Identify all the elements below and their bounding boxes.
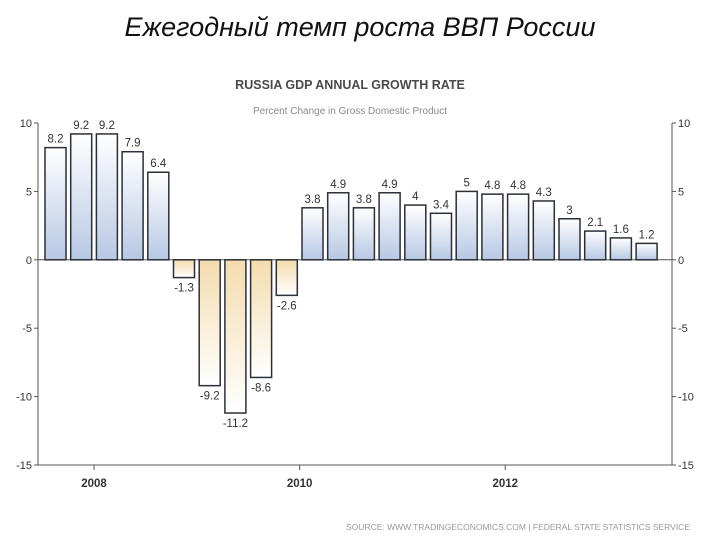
bar-value-label: 6.4 — [150, 158, 167, 170]
bar-value-label: 9.2 — [73, 120, 89, 132]
bar-value-label: 4.8 — [484, 180, 500, 192]
x-tick-label: 2010 — [287, 478, 313, 490]
slide-title: Ежегодный темп роста ВВП России — [124, 12, 596, 42]
bar-value-label: 4.3 — [536, 187, 552, 199]
y-tick-label-right: -5 — [678, 323, 688, 335]
bar — [609, 237, 633, 261]
y-tick-label-right: 5 — [678, 186, 684, 198]
bar-value-label: -2.6 — [277, 300, 297, 312]
y-tick-label-right: -15 — [678, 460, 694, 472]
bar — [224, 259, 247, 414]
bar — [275, 259, 299, 297]
chart-title: RUSSIA GDP ANNUAL GROWTH RATE — [235, 78, 465, 92]
bar-value-label: 4.9 — [382, 179, 398, 191]
y-tick-label-right: 0 — [678, 255, 684, 267]
y-tick-label-right: -10 — [678, 392, 694, 404]
bar-value-label: 4 — [412, 191, 419, 203]
bar — [198, 259, 221, 387]
bar — [378, 192, 401, 261]
bar — [69, 133, 93, 261]
bar — [121, 150, 144, 261]
bar-value-label: 5 — [463, 177, 469, 189]
bar-value-label: 8.2 — [48, 134, 64, 146]
bar — [532, 200, 556, 261]
bar-value-label: 4.9 — [330, 179, 346, 191]
bar — [635, 242, 658, 261]
bar-value-label: 3 — [566, 205, 572, 217]
bar-value-label: 1.2 — [639, 229, 655, 241]
bar — [506, 193, 530, 261]
bar — [326, 192, 350, 261]
bar-value-label: 3.8 — [305, 194, 321, 206]
y-tick-label-left: -15 — [16, 460, 32, 472]
y-tick-label-left: -10 — [16, 392, 32, 404]
bar — [95, 133, 119, 261]
bar-value-label: 3.8 — [356, 194, 372, 206]
bar-value-label: 1.6 — [613, 224, 629, 236]
bar — [481, 193, 504, 261]
bar-value-label: 7.9 — [125, 138, 141, 150]
bar — [455, 190, 478, 261]
bar-value-label: 9.2 — [99, 120, 115, 132]
bar-value-label: -9.2 — [200, 391, 220, 403]
bar — [147, 171, 170, 261]
bar-value-label: 2.1 — [587, 217, 603, 229]
bar-value-label: 3.4 — [433, 199, 450, 211]
bar-value-label: -1.3 — [174, 283, 194, 295]
bar — [352, 207, 376, 261]
source-note: SOURCE: WWW.TRADINGECONOMICS.COM | FEDER… — [346, 522, 690, 532]
bar — [44, 146, 67, 261]
chart-subtitle: Percent Change in Gross Domestic Product — [253, 106, 447, 117]
bar — [404, 204, 427, 261]
bar — [249, 259, 273, 379]
bar — [558, 218, 581, 261]
y-tick-label-left: -5 — [22, 323, 32, 335]
bar — [429, 212, 453, 261]
bar-value-label: 4.8 — [510, 180, 526, 192]
bar — [172, 259, 196, 279]
bar — [301, 207, 324, 261]
y-tick-label-left: 0 — [26, 255, 32, 267]
bar-value-label: -8.6 — [251, 382, 271, 394]
y-tick-label-left: 10 — [20, 118, 32, 130]
bar-value-label: -11.2 — [223, 418, 248, 430]
y-tick-label-right: 10 — [678, 118, 690, 130]
plot-area: 10 10 5 5 0 0 -5 -5 -10 -10 -15 -15 8.2 9.2 9.2 7.9 6.4 -… — [16, 118, 694, 490]
bar — [583, 230, 607, 261]
x-tick-label: 2012 — [492, 478, 518, 490]
y-tick-label-left: 5 — [26, 186, 32, 198]
x-tick-label: 2008 — [81, 478, 107, 490]
